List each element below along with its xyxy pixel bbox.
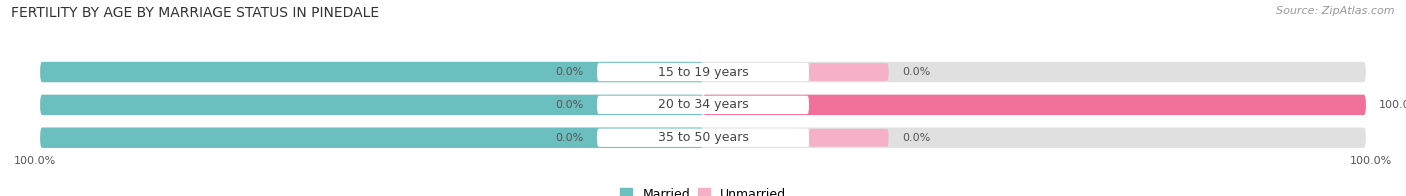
Text: 20 to 34 years: 20 to 34 years xyxy=(658,98,748,111)
FancyBboxPatch shape xyxy=(41,128,1365,148)
Legend: Married, Unmarried: Married, Unmarried xyxy=(620,188,786,196)
FancyBboxPatch shape xyxy=(703,95,1365,115)
Text: 100.0%: 100.0% xyxy=(1379,100,1406,110)
Text: 0.0%: 0.0% xyxy=(555,100,583,110)
FancyBboxPatch shape xyxy=(598,96,808,114)
Text: FERTILITY BY AGE BY MARRIAGE STATUS IN PINEDALE: FERTILITY BY AGE BY MARRIAGE STATUS IN P… xyxy=(11,6,380,20)
FancyBboxPatch shape xyxy=(598,63,808,81)
Text: 0.0%: 0.0% xyxy=(901,133,931,143)
FancyBboxPatch shape xyxy=(41,95,1365,115)
FancyBboxPatch shape xyxy=(41,62,703,82)
FancyBboxPatch shape xyxy=(41,128,703,148)
Text: 100.0%: 100.0% xyxy=(14,156,56,166)
Text: 100.0%: 100.0% xyxy=(1350,156,1392,166)
Text: 0.0%: 0.0% xyxy=(555,133,583,143)
FancyBboxPatch shape xyxy=(598,129,808,147)
FancyBboxPatch shape xyxy=(41,62,1365,82)
Text: 35 to 50 years: 35 to 50 years xyxy=(658,131,748,144)
Text: 0.0%: 0.0% xyxy=(555,67,583,77)
Text: 0.0%: 0.0% xyxy=(901,67,931,77)
Text: 15 to 19 years: 15 to 19 years xyxy=(658,65,748,79)
Text: Source: ZipAtlas.com: Source: ZipAtlas.com xyxy=(1277,6,1395,16)
FancyBboxPatch shape xyxy=(41,95,703,115)
FancyBboxPatch shape xyxy=(808,63,889,81)
FancyBboxPatch shape xyxy=(808,129,889,147)
